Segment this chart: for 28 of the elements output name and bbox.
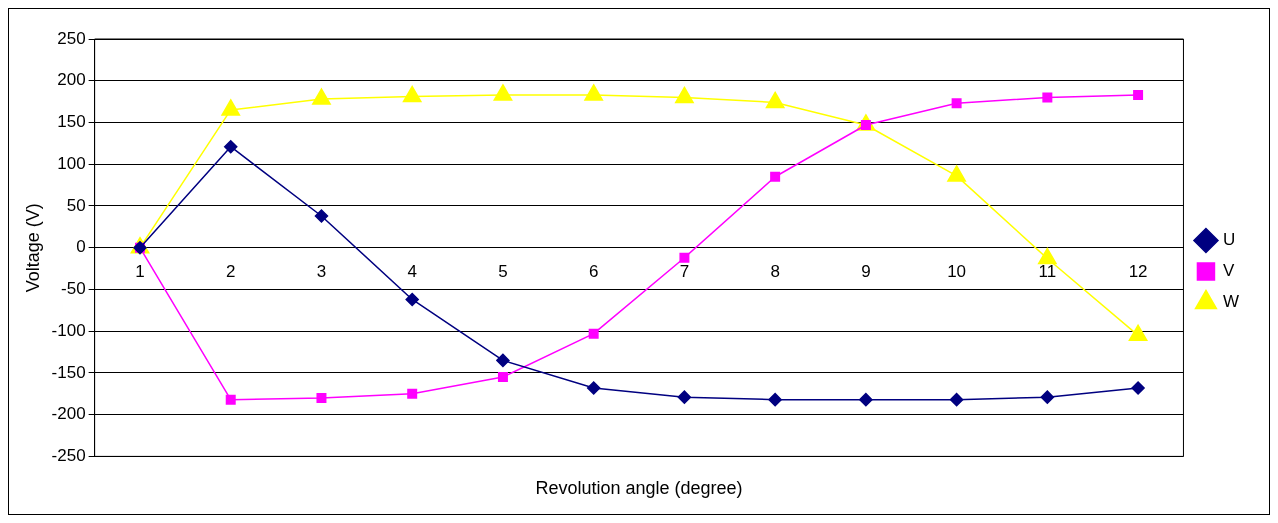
- y-axis-title: Voltage (V): [22, 203, 43, 293]
- x-tick-label: 6: [588, 262, 599, 282]
- y-tick-label: 200: [57, 70, 86, 90]
- x-tick-label: 9: [861, 262, 871, 282]
- y-tick-label: 150: [57, 112, 86, 132]
- y-tick-label: 50: [66, 195, 86, 215]
- x-tick-label: 5: [498, 262, 508, 282]
- x-axis-title: Revolution angle (degree): [535, 478, 743, 499]
- x-tick-label: 11: [1038, 262, 1057, 282]
- x-tick-label: 3: [316, 262, 327, 282]
- y-tick-label: -50: [61, 279, 86, 299]
- x-tick-label: 12: [1128, 262, 1148, 282]
- x-tick-label: 2: [225, 262, 236, 282]
- x-tick-label: 1: [135, 262, 145, 282]
- y-tick-label: 250: [57, 28, 86, 48]
- y-tick-label: -150: [51, 362, 86, 382]
- x-tick-label: 7: [679, 262, 690, 282]
- x-tick-label: 4: [407, 262, 417, 282]
- legend-label: U: [1222, 230, 1236, 250]
- legend-label: W: [1222, 292, 1239, 312]
- y-tick-label: -200: [51, 404, 86, 424]
- y-tick-label: 0: [76, 237, 86, 257]
- y-tick-label: -100: [51, 320, 86, 340]
- x-tick-label: 8: [770, 262, 780, 282]
- y-tick-label: 100: [57, 153, 86, 173]
- y-tick-label: -250: [51, 446, 86, 466]
- x-tick-label: 10: [947, 262, 967, 282]
- legend-label: V: [1222, 261, 1235, 281]
